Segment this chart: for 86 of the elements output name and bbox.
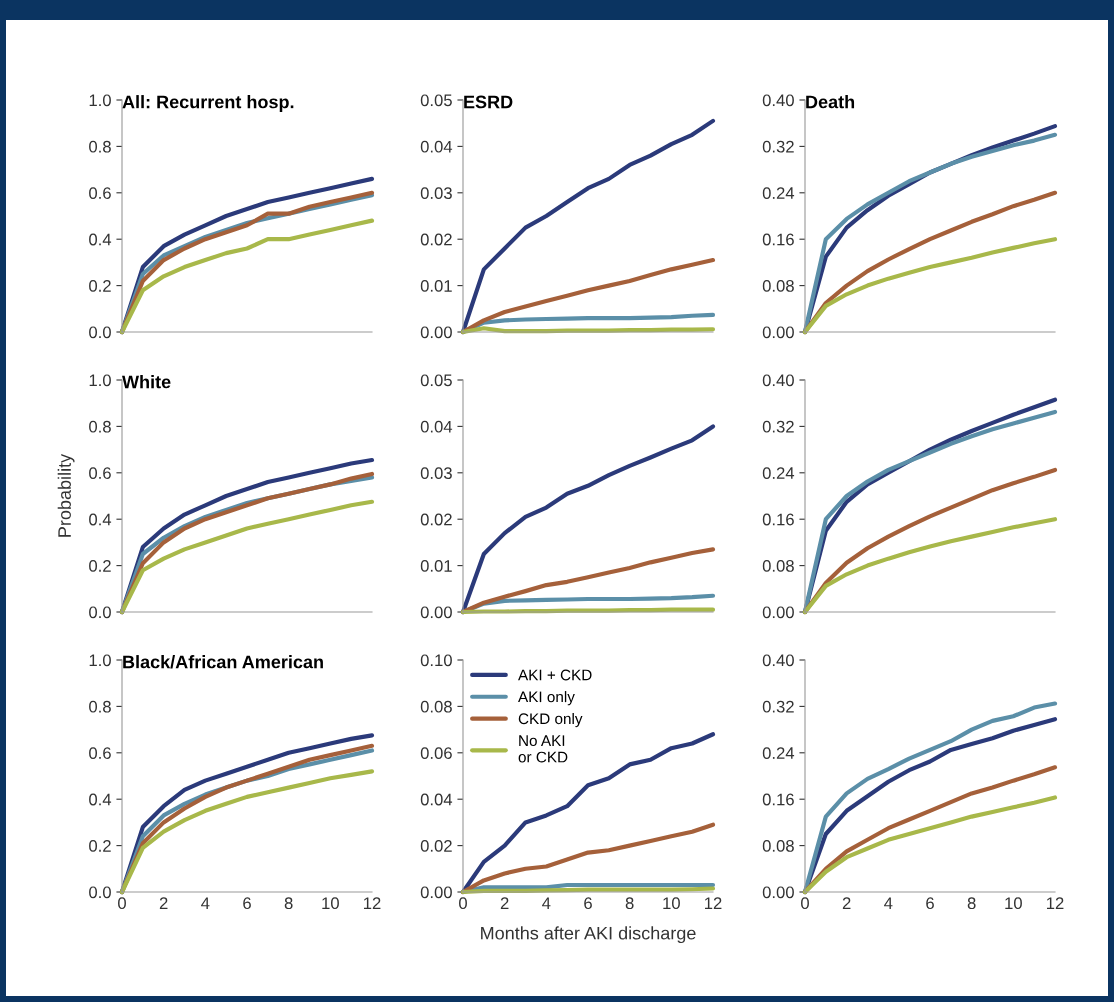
y-tick-label: 0.08 <box>762 840 794 852</box>
y-tick-label: 0.05 <box>420 94 452 107</box>
y-tick-label: 0.00 <box>420 326 452 339</box>
y-tick-label: 0.04 <box>420 420 453 433</box>
x-tick-label: 4 <box>201 897 210 909</box>
legend-label: CKD only <box>518 712 583 728</box>
x-tick-label: 10 <box>322 897 339 910</box>
y-tick-label: 0.40 <box>762 94 794 107</box>
y-tick-label: 0.40 <box>762 374 794 387</box>
y-tick-label: 0.2 <box>89 280 111 292</box>
x-tick-label: 6 <box>243 897 251 910</box>
y-tick-label: 0.32 <box>762 140 794 153</box>
x-tick-label: 2 <box>842 897 851 909</box>
x-tick-label: 12 <box>364 897 381 909</box>
legend-label: AKI + CKD <box>518 669 592 681</box>
y-tick-label: 0.24 <box>762 187 795 199</box>
y-tick-label: 0.4 <box>89 793 112 806</box>
x-tick-label: 10 <box>663 897 680 910</box>
x-tick-label: 4 <box>884 897 893 909</box>
y-tick-label: 1.0 <box>89 374 111 387</box>
x-tick-label: 0 <box>459 897 467 910</box>
y-tick-label: 0.10 <box>420 654 452 667</box>
x-tick-label: 6 <box>584 897 592 910</box>
x-tick-label: 12 <box>1047 897 1064 909</box>
y-tick-label: 0.08 <box>420 700 452 713</box>
y-tick-label: 0.02 <box>420 513 452 526</box>
x-tick-label: 8 <box>967 897 976 910</box>
y-tick-label: 0.00 <box>420 886 452 899</box>
x-tick-label: 0 <box>801 897 809 910</box>
x-tick-label: 8 <box>284 897 293 910</box>
x-tick-label: 8 <box>625 897 634 910</box>
y-tick-label: 0.0 <box>89 886 111 899</box>
y-tick-label: 0.4 <box>89 233 112 246</box>
y-tick-label: 0.05 <box>420 374 452 387</box>
y-tick-label: 0.04 <box>420 793 453 806</box>
y-tick-label: 0.0 <box>89 606 111 619</box>
y-tick-label: 0.00 <box>762 326 794 339</box>
y-tick-label: 0.2 <box>89 840 111 852</box>
chart-title: Black/African American <box>123 655 323 669</box>
y-tick-label: 0.32 <box>762 420 794 433</box>
chart-title: Death <box>806 95 855 109</box>
chart-title: ESRD <box>464 95 513 109</box>
y-tick-label: 0.8 <box>89 420 111 433</box>
x-tick-label: 2 <box>500 897 509 909</box>
y-tick-label: 0.04 <box>420 140 453 153</box>
chart-title: White <box>122 375 171 389</box>
x-tick-label: 10 <box>1005 897 1022 910</box>
x-tick-label: 4 <box>542 897 551 909</box>
y-tick-label: 0.16 <box>762 513 794 526</box>
y-tick-label: 0.02 <box>420 840 452 852</box>
y-tick-label: 0.24 <box>762 747 795 759</box>
x-axis-title: Months after AKI discharge <box>481 926 696 944</box>
y-tick-label: 0.40 <box>762 654 794 667</box>
y-tick-label: 0.02 <box>420 233 452 246</box>
y-tick-label: 0.16 <box>762 233 794 246</box>
x-tick-label: 0 <box>118 897 126 910</box>
y-tick-label: 0.06 <box>420 747 452 759</box>
y-tick-label: 0.08 <box>762 560 794 572</box>
y-tick-label: 0.24 <box>762 467 795 479</box>
y-tick-label: 0.00 <box>762 886 794 899</box>
y-tick-label: 0.01 <box>420 280 452 292</box>
x-tick-label: 6 <box>926 897 934 910</box>
y-tick-label: 0.2 <box>89 560 111 572</box>
y-tick-label: 0.32 <box>762 700 794 713</box>
x-tick-label: 12 <box>705 897 722 909</box>
y-tick-label: 0.6 <box>89 747 111 759</box>
y-tick-label: 0.4 <box>89 513 112 526</box>
x-tick-label: 2 <box>159 897 168 909</box>
y-tick-label: 1.0 <box>89 94 111 107</box>
y-tick-label: 0.8 <box>89 700 111 713</box>
y-tick-label: 1.0 <box>89 654 111 667</box>
chart-title: All: Recurrent hosp. <box>122 95 294 112</box>
y-tick-label: 0.03 <box>420 467 452 479</box>
y-tick-label: 0.08 <box>762 280 794 292</box>
y-tick-label: 0.0 <box>89 326 111 339</box>
y-tick-label: 0.6 <box>89 467 111 479</box>
y-axis-title: Probability <box>57 453 75 537</box>
legend-label: No AKI or CKD <box>518 735 568 763</box>
y-tick-label: 0.03 <box>420 187 452 199</box>
y-tick-label: 0.01 <box>420 560 452 572</box>
legend-label: AKI only <box>518 691 575 706</box>
y-tick-label: 0.8 <box>89 140 111 153</box>
y-tick-label: 0.00 <box>420 606 452 619</box>
y-tick-label: 0.16 <box>762 793 794 806</box>
y-tick-label: 0.00 <box>762 606 794 619</box>
y-tick-label: 0.6 <box>89 187 111 199</box>
